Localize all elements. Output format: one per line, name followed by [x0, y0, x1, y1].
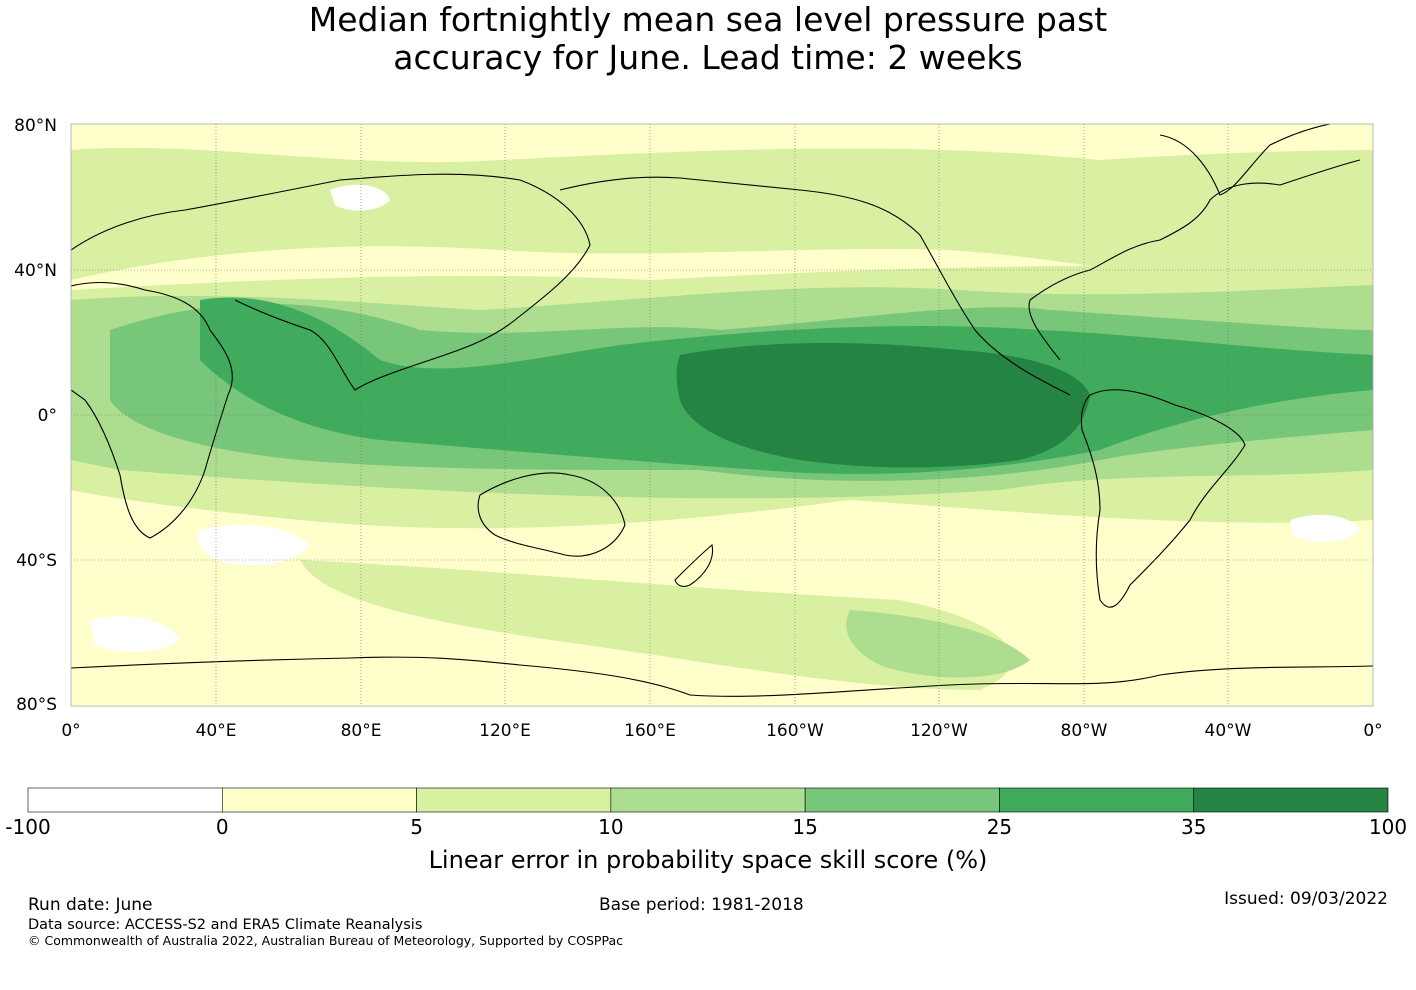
coastlines [71, 124, 1373, 697]
coast-greenland [1159, 124, 1331, 196]
lon-label: 80°W [1061, 721, 1108, 741]
title-line-1: Median fortnightly mean sea level pressu… [308, 0, 1108, 39]
map-region-north [71, 147, 1373, 292]
colorbar-segment [1193, 787, 1389, 813]
data-source: Data source: ACCESS-S2 and ERA5 Climate … [28, 917, 423, 933]
lat-label: 40°S [16, 551, 57, 571]
coast-australia [477, 472, 626, 557]
lon-labels: 0° 40°E 80°E 120°E 160°E 160°W 120°W 80°… [61, 721, 1382, 741]
map-plot-area [71, 124, 1373, 706]
map-patch-1 [198, 525, 310, 565]
colorbar-tick-label: 100 [1368, 815, 1408, 839]
title-line-2: accuracy for June. Lead time: 2 weeks [393, 38, 1023, 77]
lat-label: 80°S [16, 695, 57, 715]
lon-label: 120°W [910, 721, 968, 741]
lon-label: 40°E [196, 721, 237, 741]
coast-antarctica [71, 656, 1373, 697]
lon-label: 0° [61, 721, 80, 741]
map-region-south [300, 560, 1013, 690]
coast-eurasia [71, 173, 591, 391]
lat-label: 0° [38, 406, 57, 426]
coast-north-america-west [559, 176, 1071, 396]
colorbar-segment [610, 787, 806, 813]
colorbar-segment [416, 787, 612, 813]
lon-label: 160°E [624, 721, 676, 741]
lon-label: 160°W [766, 721, 824, 741]
map-region-core [676, 343, 1090, 468]
coast-new-zealand [674, 543, 714, 587]
graticule [71, 124, 1373, 706]
lon-label: 40°W [1205, 721, 1252, 741]
colorbar-tick-label: 5 [410, 815, 423, 839]
coast-africa [71, 282, 233, 539]
colorbar-tick-label: 35 [1180, 815, 1207, 839]
coast-north-america-east [1028, 159, 1361, 361]
colorbar-tick-label: 10 [598, 815, 624, 839]
map-region-south-mid [846, 610, 1030, 678]
map-frame [70, 123, 1374, 707]
map-patch-4 [1290, 514, 1360, 542]
colorbar-tick-label: 25 [986, 815, 1013, 839]
run-date: Run date: June [28, 895, 153, 915]
colorbar-segment [221, 787, 417, 813]
coast-south-america [1080, 389, 1246, 608]
colorbar-title: Linear error in probability space skill … [428, 846, 988, 874]
lat-label: 40°N [14, 261, 57, 281]
colorbar-tick-label: 15 [792, 815, 818, 839]
issued-date: Issued: 09/03/2022 [1224, 889, 1388, 909]
lat-labels: 80°N 40°N 0° 40°S 80°S [14, 116, 57, 715]
colorbar-segment [999, 787, 1195, 813]
base-period: Base period: 1981-2018 [599, 895, 804, 915]
colorbar-tick-label: 0 [215, 815, 229, 839]
lon-label: 80°E [341, 721, 382, 741]
colorbar-segment [27, 787, 223, 813]
copyright: © Commonwealth of Australia 2022, Austra… [28, 933, 623, 948]
colorbar [27, 787, 1389, 813]
lon-label: 0° [1363, 721, 1382, 741]
map-patch-3 [330, 184, 390, 211]
colorbar-segment [804, 787, 1000, 813]
lat-label: 80°N [14, 116, 57, 136]
colorbar-tick-label: -100 [5, 815, 51, 839]
lon-label: 120°E [479, 721, 531, 741]
map-patch-2 [90, 616, 180, 652]
